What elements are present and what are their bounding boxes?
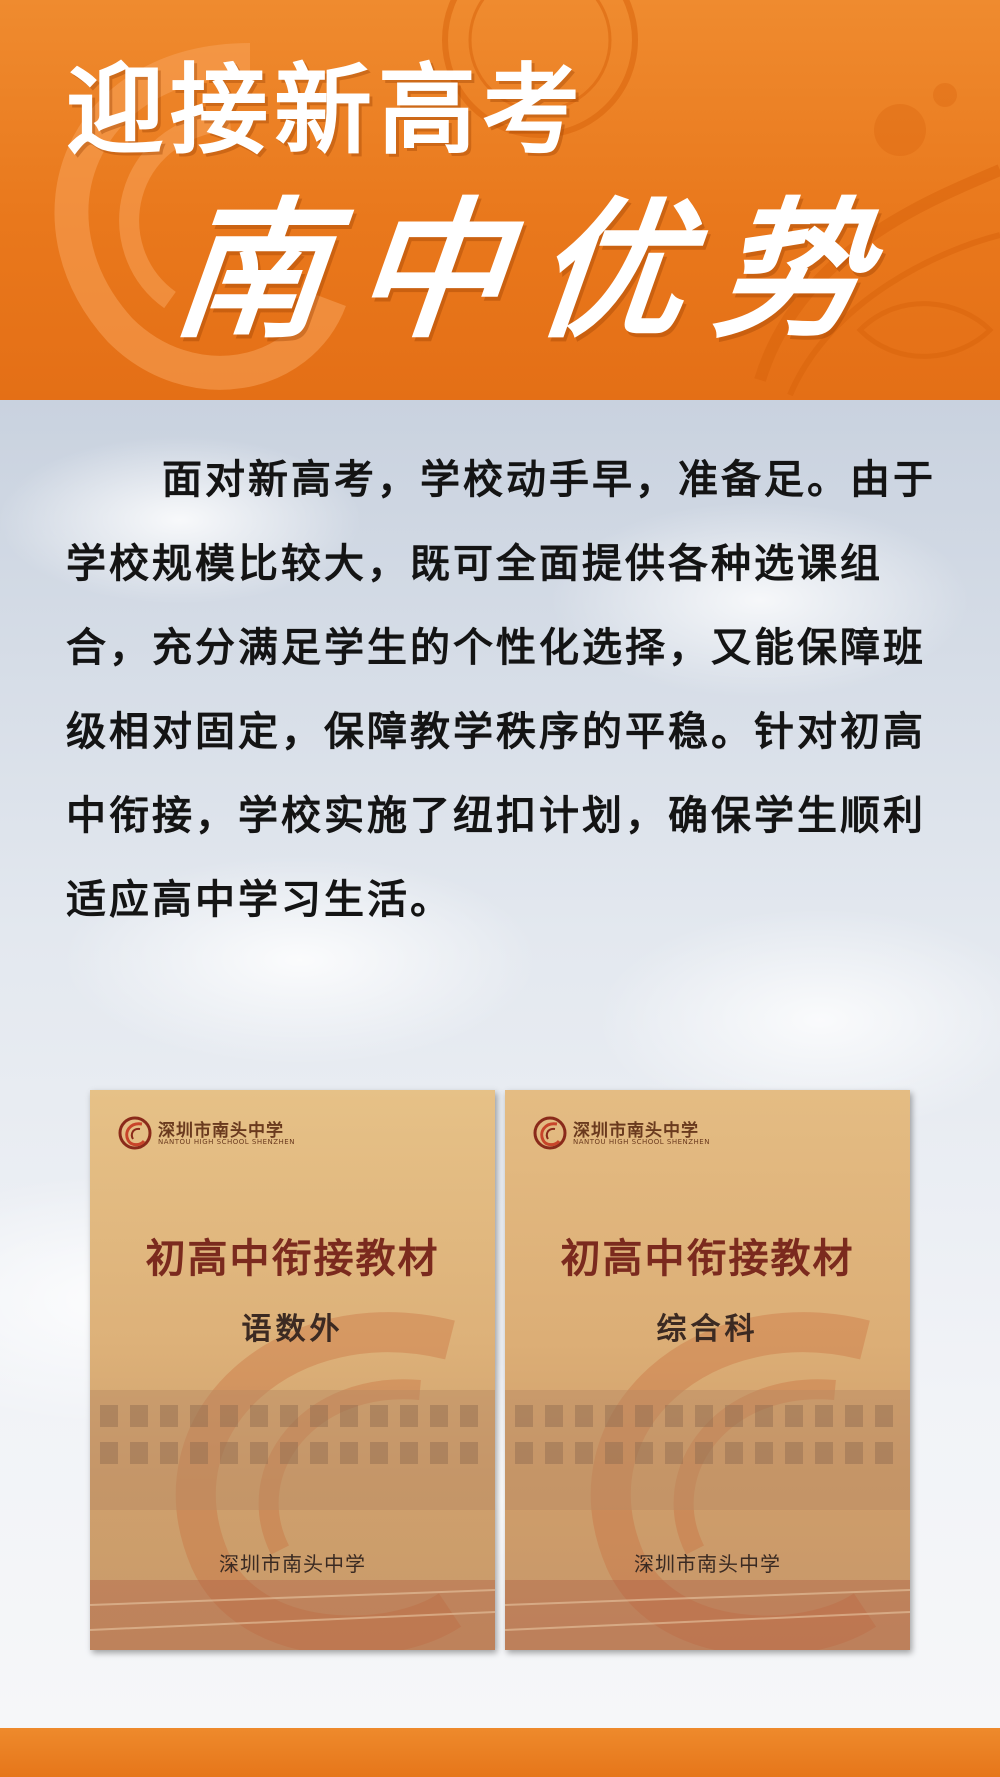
swirl-decoration-icon [54, 0, 1000, 397]
book-subtitle: 语数外 [241, 1312, 344, 1347]
school-logo-icon [533, 1116, 567, 1150]
book-covers-photo: 深圳市南头中学 NANTOU HIGH SCHOOL SHENZHEN 初高中衔… [90, 1090, 910, 1650]
book-publisher: 深圳市南头中学 [219, 1552, 366, 1576]
school-name-english: NANTOU HIGH SCHOOL SHENZHEN [158, 1138, 295, 1146]
book-title: 初高中衔接教材 [560, 1235, 855, 1282]
school-logo-icon [118, 1116, 152, 1150]
footer-band [0, 1728, 1000, 1777]
book-cover-right: 深圳市南头中学 NANTOU HIGH SCHOOL SHENZHEN 初高中衔… [505, 1090, 910, 1650]
header-banner: 迎接新高考 南中优势 [0, 0, 1000, 400]
calligraphy-title: 南中优势 [166, 183, 906, 359]
book-subtitle: 综合科 [656, 1312, 759, 1347]
book-title: 初高中衔接教材 [145, 1235, 440, 1282]
headline-title: 迎接新高考 [66, 54, 587, 168]
book-cover-left: 深圳市南头中学 NANTOU HIGH SCHOOL SHENZHEN 初高中衔… [90, 1090, 495, 1650]
school-name-header: 深圳市南头中学 [573, 1121, 699, 1141]
cover-building-illustration [505, 1312, 910, 1650]
intro-paragraph: 面对新高考，学校动手早，准备足。由于学校规模比较大，既可全面提供各种选课组合，充… [66, 457, 936, 923]
book-publisher: 深圳市南头中学 [634, 1552, 781, 1576]
cover-building-illustration [90, 1312, 495, 1650]
school-name-english: NANTOU HIGH SCHOOL SHENZHEN [573, 1138, 710, 1146]
school-name-header: 深圳市南头中学 [158, 1121, 284, 1141]
